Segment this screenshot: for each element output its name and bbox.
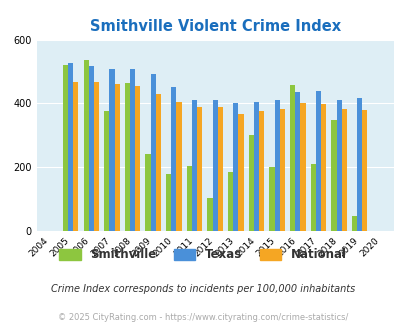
Bar [269,167,274,231]
Bar [83,60,88,231]
Bar [315,91,320,231]
Bar [156,94,160,231]
Title: Smithville Violent Crime Index: Smithville Violent Crime Index [90,19,340,34]
Text: Crime Index corresponds to incidents per 100,000 inhabitants: Crime Index corresponds to incidents per… [51,284,354,294]
Bar [145,154,150,231]
Bar [300,103,305,231]
Bar [310,164,315,231]
Bar [217,107,222,231]
Bar [73,82,78,231]
Bar [124,82,130,231]
Bar [320,104,325,231]
Bar [351,216,356,231]
Bar [68,63,73,231]
Bar [294,92,300,231]
Bar [196,107,202,231]
Bar [150,74,156,231]
Bar [330,120,336,231]
Bar [207,197,212,231]
Bar [258,111,264,231]
Bar [135,86,140,231]
Bar [253,102,258,231]
Bar [212,100,217,231]
Text: © 2025 CityRating.com - https://www.cityrating.com/crime-statistics/: © 2025 CityRating.com - https://www.city… [58,313,347,322]
Bar [336,100,341,231]
Bar [94,82,99,231]
Bar [130,69,135,231]
Bar [171,87,176,231]
Bar [192,100,196,231]
Bar [289,85,294,231]
Bar [166,174,171,231]
Bar [248,135,253,231]
Bar [114,83,119,231]
Bar [228,172,233,231]
Bar [186,166,192,231]
Bar [361,110,367,231]
Bar [279,109,284,231]
Bar [233,103,238,231]
Bar [88,66,94,231]
Legend: Smithville, Texas, National: Smithville, Texas, National [60,248,345,261]
Bar [104,112,109,231]
Bar [341,109,346,231]
Bar [238,114,243,231]
Bar [356,98,361,231]
Bar [274,100,279,231]
Bar [109,69,114,231]
Bar [176,102,181,231]
Bar [63,65,68,231]
